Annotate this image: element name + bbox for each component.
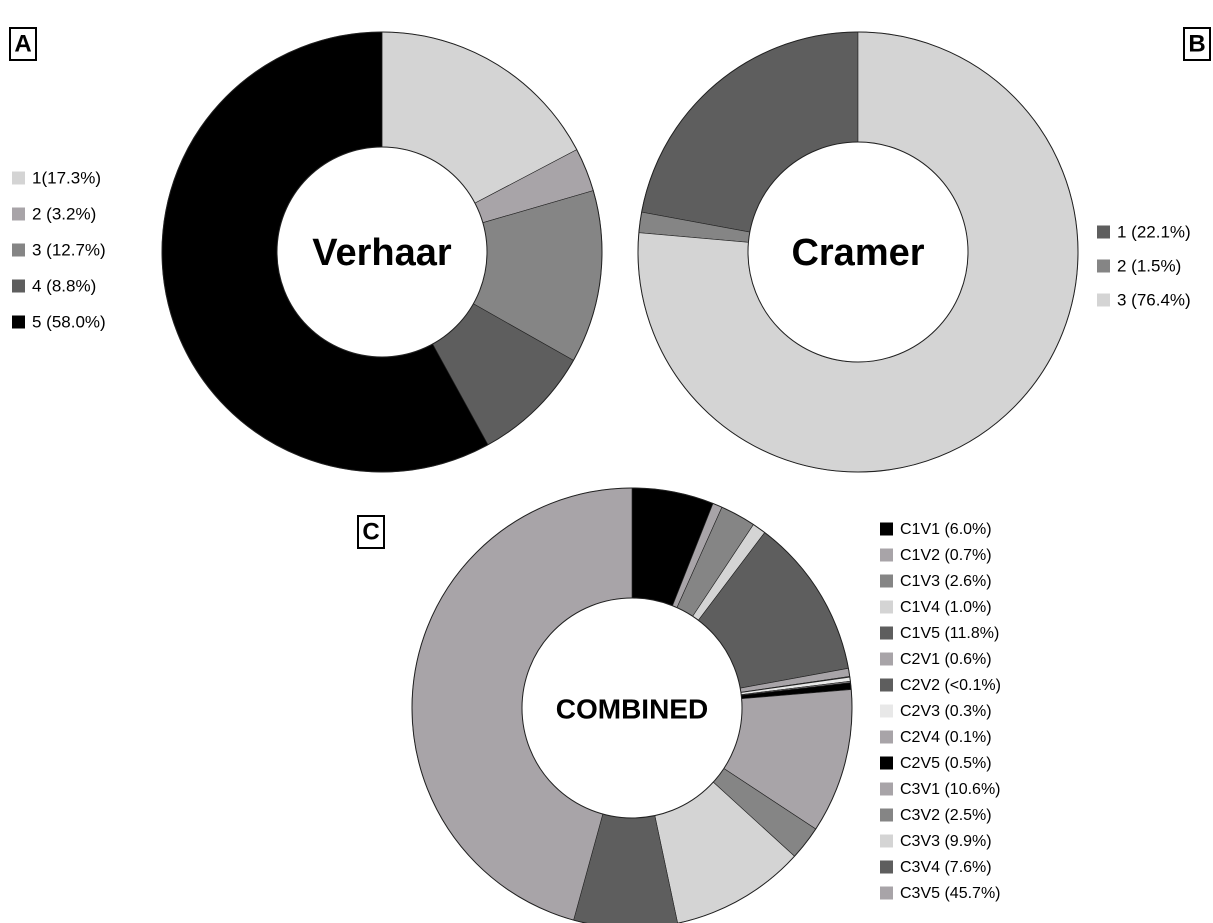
- legend-label: C1V5 (11.8%): [900, 625, 999, 642]
- legend-label: 2 (3.2%): [32, 204, 96, 223]
- legend-label: C3V3 (9.9%): [900, 833, 992, 850]
- legend-label: C2V3 (0.3%): [900, 703, 992, 720]
- legend-label: 3 (12.7%): [32, 240, 106, 259]
- legend-label: 1 (22.1%): [1117, 222, 1191, 241]
- legend-swatch: [880, 834, 893, 848]
- legend-label: 2 (1.5%): [1117, 256, 1181, 275]
- legend-swatch: [880, 704, 893, 718]
- inner-ring: [521, 597, 743, 819]
- legend-label: C3V4 (7.6%): [900, 859, 992, 876]
- inner-ring: [747, 141, 969, 363]
- legend-label: C2V4 (0.1%): [900, 729, 992, 746]
- legend-label: C2V2 (<0.1%): [900, 677, 1001, 694]
- legend-swatch: [1097, 259, 1110, 273]
- legend-swatch: [880, 730, 893, 744]
- legend-label: C3V5 (45.7%): [900, 885, 1001, 902]
- legend-label: C1V4 (1.0%): [900, 599, 992, 616]
- legend-swatch: [880, 600, 893, 614]
- legend-label: C1V1 (6.0%): [900, 521, 992, 538]
- legend-label: 3 (76.4%): [1117, 290, 1191, 309]
- legend-swatch: [12, 243, 25, 257]
- legend-label: C2V1 (0.6%): [900, 651, 992, 668]
- legend-label: 1(17.3%): [32, 168, 101, 187]
- legend-swatch: [1097, 293, 1110, 307]
- outer-ring: [411, 487, 853, 923]
- center-label: Cramer: [791, 232, 924, 274]
- legend-swatch: [12, 315, 25, 329]
- panel-box: [9, 27, 37, 61]
- legend-swatch: [12, 279, 25, 293]
- legend-label: 4 (8.8%): [32, 276, 96, 295]
- legend-swatch: [880, 548, 893, 562]
- legend-swatch: [880, 860, 893, 874]
- panel-label: A: [14, 30, 31, 57]
- center-label: Verhaar: [312, 232, 452, 274]
- legend-label: C1V2 (0.7%): [900, 547, 992, 564]
- legend-swatch: [880, 652, 893, 666]
- legend-swatch: [12, 171, 25, 185]
- panel-label: B: [1188, 30, 1205, 57]
- legend-label: 5 (58.0%): [32, 312, 106, 331]
- panel-box: [357, 515, 385, 549]
- center-label: COMBINED: [556, 693, 708, 724]
- legend-swatch: [880, 522, 893, 536]
- legend-swatch: [880, 626, 893, 640]
- outer-ring: [637, 31, 1079, 473]
- legend-label: C2V5 (0.5%): [900, 755, 992, 772]
- legend-swatch: [880, 782, 893, 796]
- legend-swatch: [12, 207, 25, 221]
- legend-label: C1V3 (2.6%): [900, 573, 992, 590]
- legend-label: C3V1 (10.6%): [900, 781, 1001, 798]
- legend-swatch: [880, 756, 893, 770]
- panel-box: [1183, 27, 1211, 61]
- legend-swatch: [880, 574, 893, 588]
- outer-ring: [161, 31, 603, 473]
- legend-swatch: [880, 808, 893, 822]
- legend-swatch: [880, 678, 893, 692]
- panel-label: C: [362, 518, 379, 545]
- legend-label: C3V2 (2.5%): [900, 807, 992, 824]
- legend-swatch: [1097, 225, 1110, 239]
- legend-swatch: [880, 886, 893, 900]
- inner-ring: [276, 146, 488, 358]
